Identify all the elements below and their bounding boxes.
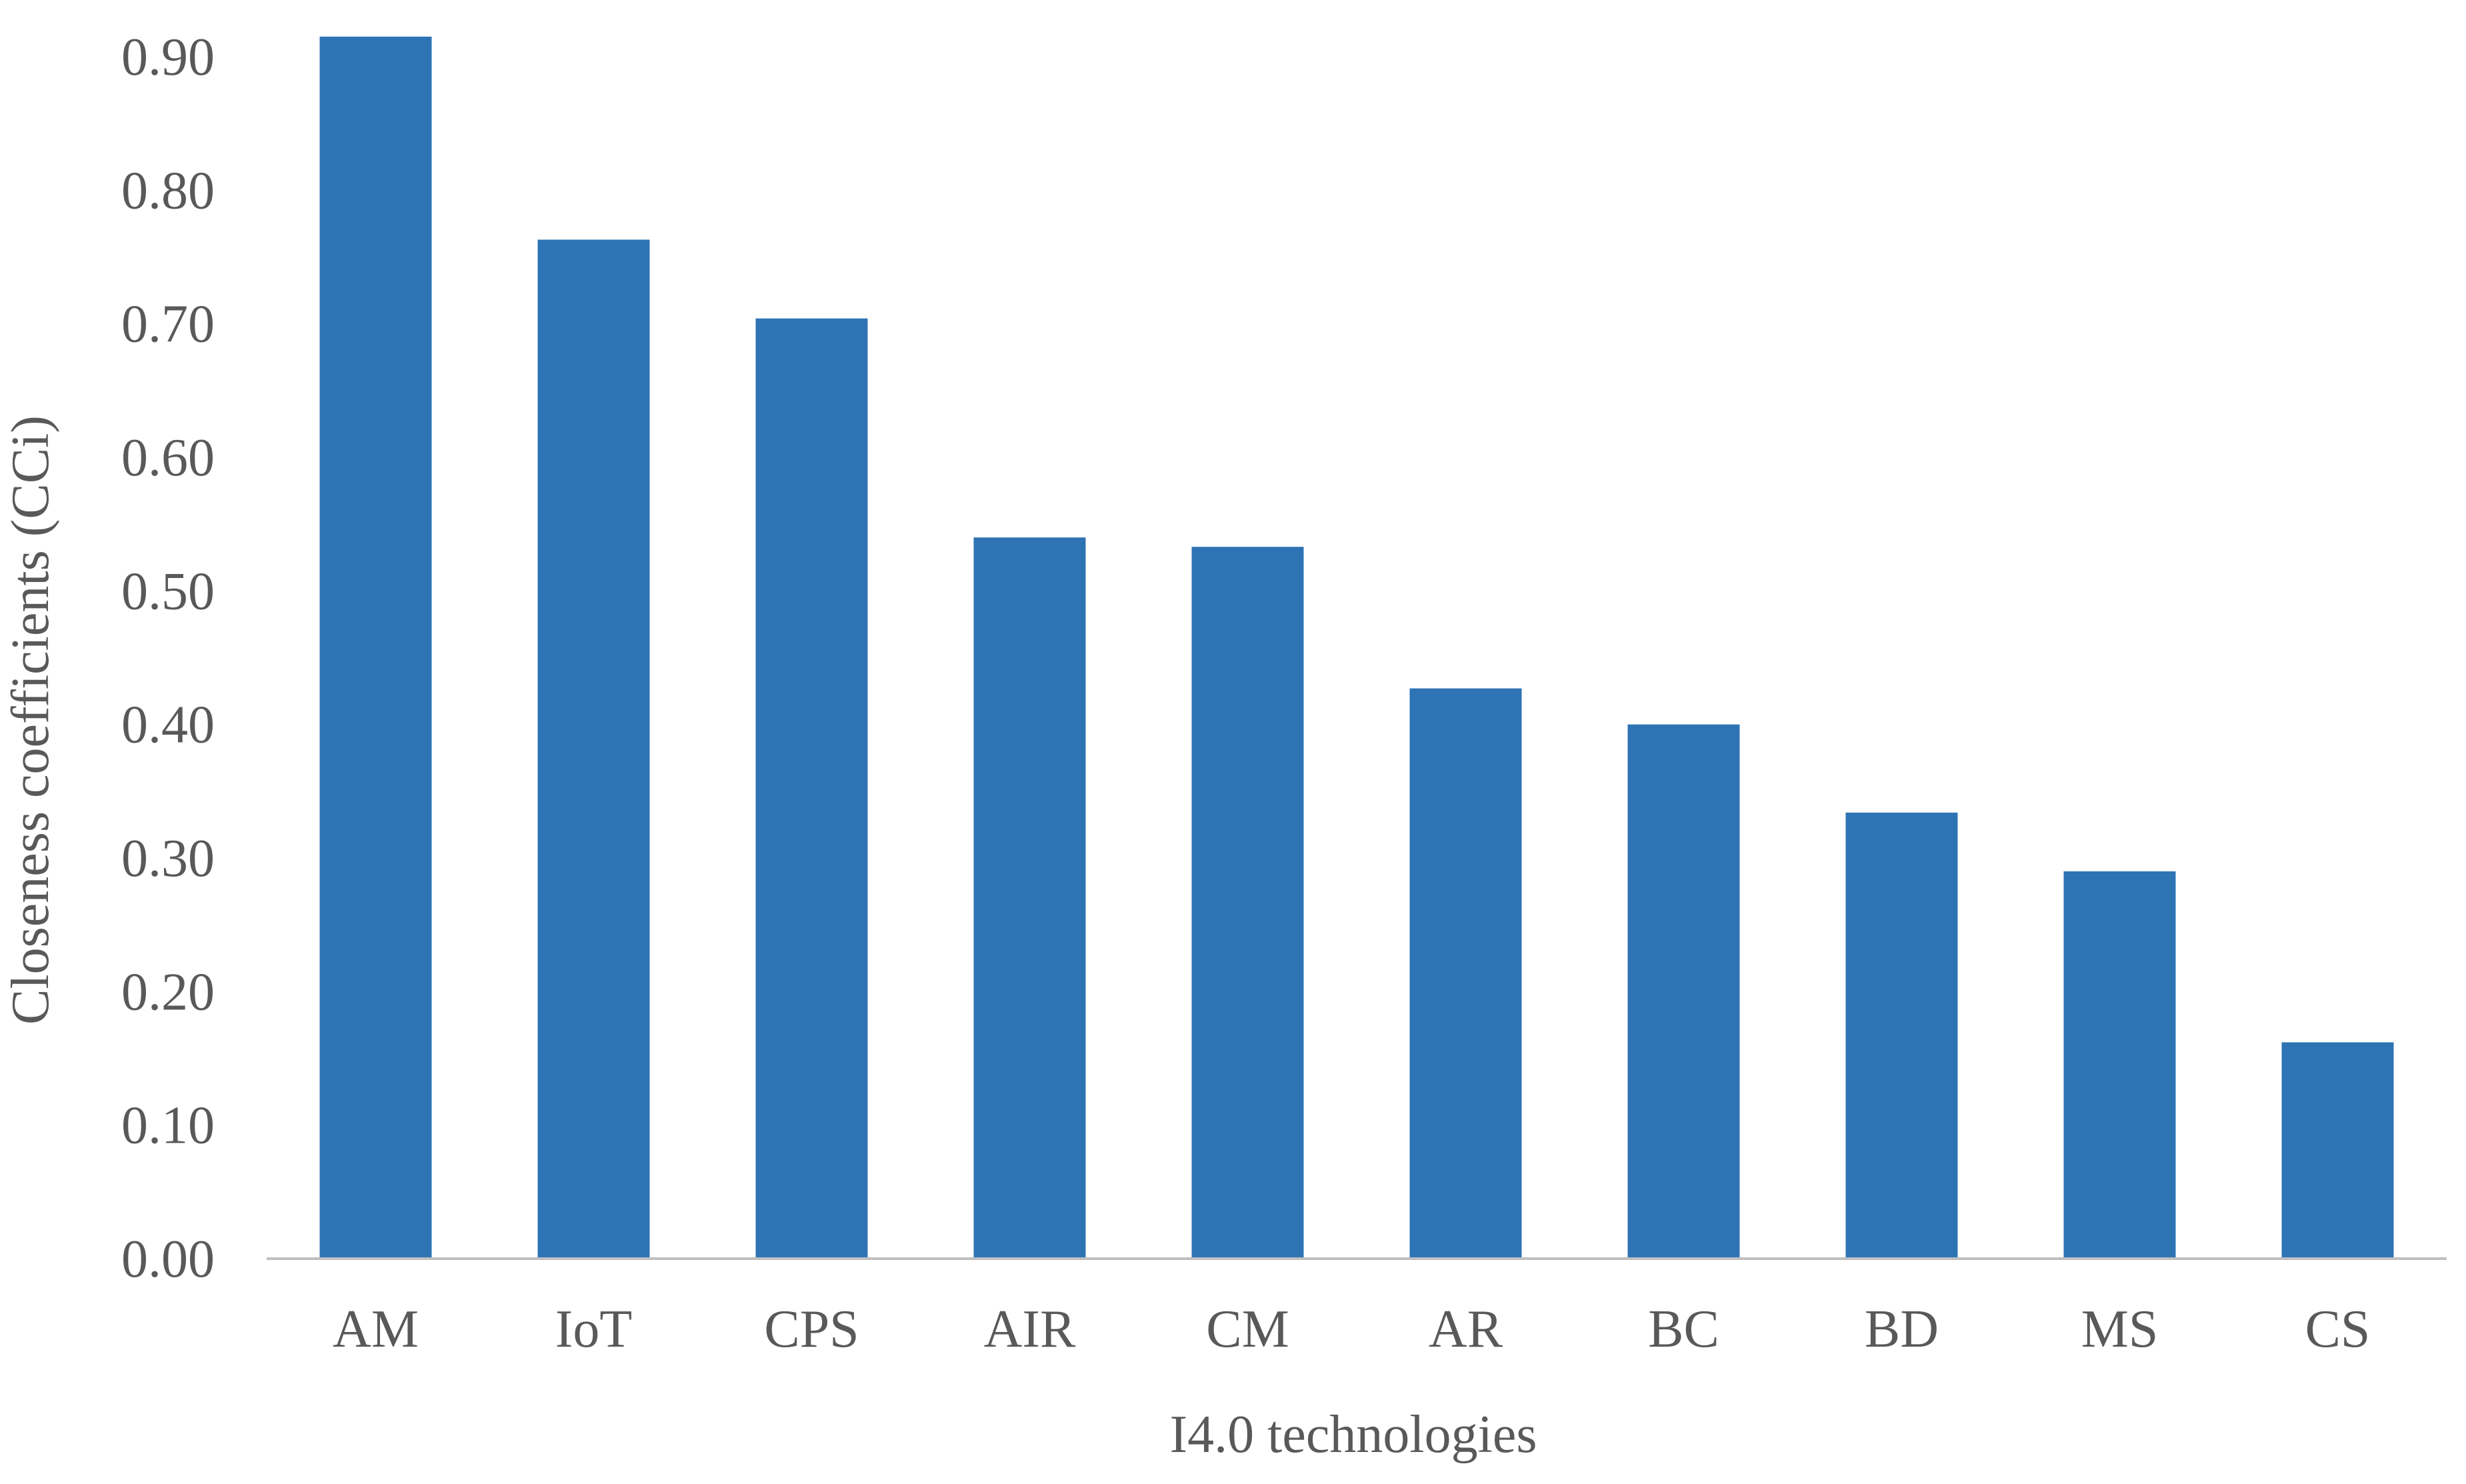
y-tick-label: 0.40 <box>121 696 215 755</box>
bar-iot <box>537 239 650 1259</box>
y-tick-label: 0.90 <box>121 28 215 87</box>
x-tick-label: CM <box>1206 1300 1289 1359</box>
y-tick-label: 0.00 <box>121 1230 215 1289</box>
bar-bd <box>1845 812 1958 1259</box>
x-tick-label: BC <box>1648 1300 1719 1359</box>
y-tick-label: 0.10 <box>121 1097 215 1155</box>
y-axis-ticks: 0.00 0.10 0.20 0.30 0.40 0.50 0.60 0.70 0.80 0.90 <box>121 28 215 1289</box>
x-axis-ticks: AM IoT CPS AIR CM AR BC BD MS CS <box>333 1300 2370 1359</box>
y-tick-label: 0.80 <box>121 161 215 220</box>
y-tick-label: 0.70 <box>121 295 215 354</box>
x-tick-label: BD <box>1865 1300 1939 1359</box>
bar-cm <box>1191 547 1304 1259</box>
x-tick-label: AR <box>1429 1300 1503 1359</box>
x-tick-label: AIR <box>984 1300 1076 1359</box>
x-tick-label: MS <box>2081 1300 2159 1359</box>
bar-air <box>973 537 1086 1259</box>
x-tick-label: IoT <box>555 1300 633 1359</box>
bar-ar <box>1409 688 1522 1259</box>
x-tick-label: CPS <box>764 1300 859 1359</box>
x-tick-label: AM <box>333 1300 419 1359</box>
x-axis-title: I4.0 technologies <box>1170 1405 1537 1464</box>
bar-bc <box>1627 724 1740 1259</box>
bars <box>319 36 2394 1259</box>
y-tick-label: 0.60 <box>121 429 215 487</box>
y-axis-title: Closeness coefficients (CCi) <box>1 415 60 1025</box>
bar-ms <box>2063 871 2176 1259</box>
y-tick-label: 0.50 <box>121 562 215 621</box>
x-tick-label: CS <box>2305 1300 2371 1359</box>
bar-cps <box>755 318 868 1259</box>
y-tick-label: 0.20 <box>121 963 215 1021</box>
bar-am <box>319 36 432 1259</box>
bar-cs <box>2281 1042 2394 1259</box>
y-tick-label: 0.30 <box>121 829 215 888</box>
